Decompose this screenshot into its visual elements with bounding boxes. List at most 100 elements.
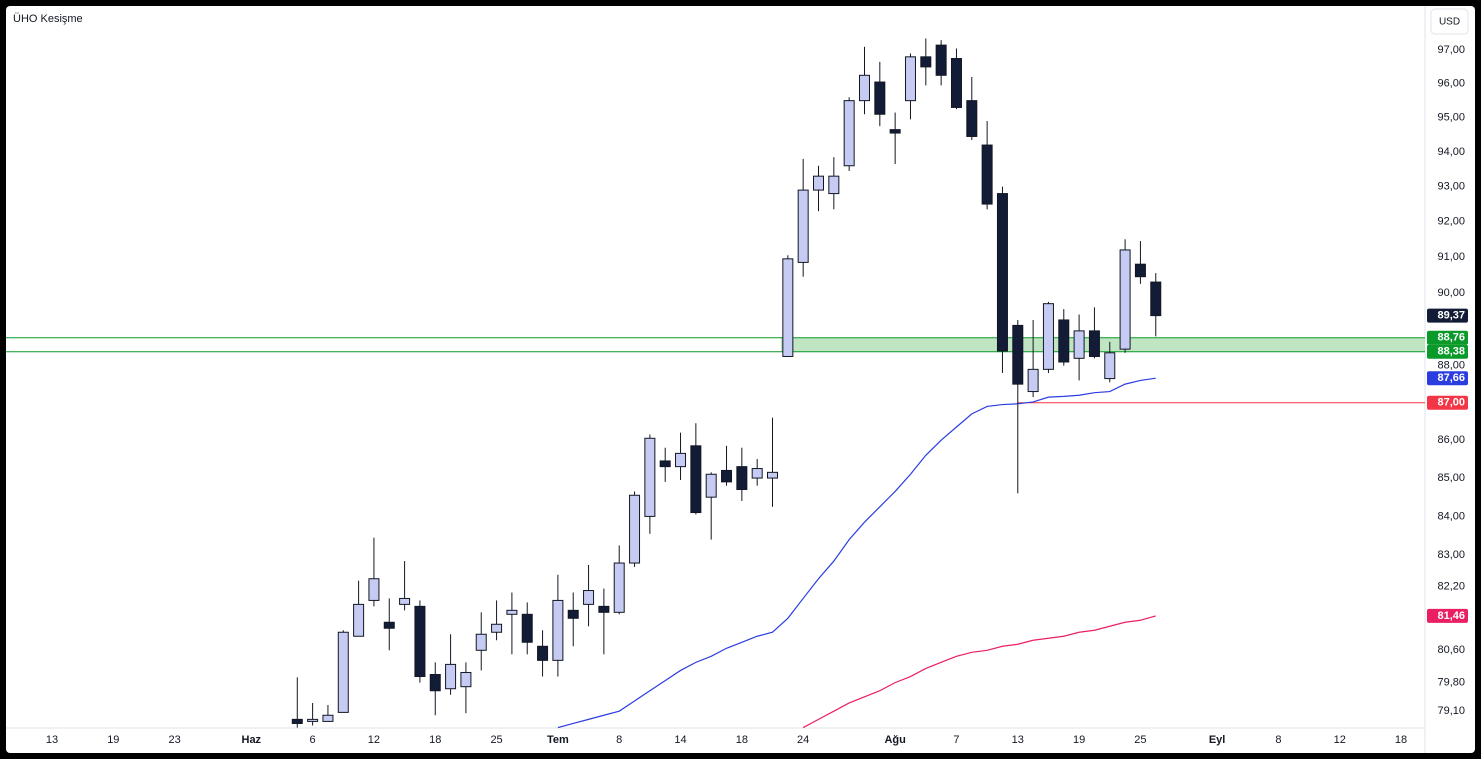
x-tick-label: Tem: [547, 734, 569, 746]
candle-body-up: [904, 56, 916, 102]
candle-body-down: [567, 609, 579, 619]
x-tick-label: Haz: [242, 734, 262, 746]
x-tick-label: 14: [674, 734, 686, 746]
zone-low-tag: [1427, 344, 1468, 359]
zone-high-tag-label: 88,76: [1437, 332, 1465, 344]
candle-body-up: [1073, 330, 1085, 359]
x-tick-label: 6: [310, 734, 316, 746]
x-tick-label: 23: [169, 734, 181, 746]
currency-button[interactable]: [1430, 8, 1469, 35]
y-tick-label: 94,00: [1437, 146, 1465, 158]
candle-body-down: [659, 460, 671, 468]
x-tick-label: 18: [1395, 734, 1407, 746]
candle-body-up: [644, 437, 656, 517]
candle-body-down: [429, 674, 441, 692]
chart-title: ÜHO Kesişme: [13, 13, 83, 25]
candle-body-up: [307, 718, 319, 722]
y-tick-label: 85,00: [1437, 472, 1465, 484]
candle-body-up: [843, 100, 855, 167]
x-tick-label: 25: [1134, 734, 1146, 746]
candle-body-up: [552, 599, 564, 661]
candle-body-up: [858, 74, 870, 102]
candle-body-up: [828, 175, 840, 195]
y-tick-label: 82,20: [1437, 581, 1465, 593]
plot-area: [6, 38, 1425, 728]
candle-body-up: [1042, 303, 1054, 370]
y-tick-label: 86,00: [1437, 434, 1465, 446]
candle-body-down: [291, 718, 303, 724]
x-tick-label: 13: [46, 734, 58, 746]
candle-body-up: [399, 597, 411, 605]
candle-body-up: [583, 590, 595, 605]
level-tag: [1427, 395, 1468, 410]
candle-body-up: [751, 468, 763, 479]
y-tick-label: 95,00: [1437, 112, 1465, 124]
candle-body-up: [506, 609, 518, 615]
y-tick-label: 96,00: [1437, 78, 1465, 90]
level-tag-label: 87,00: [1437, 397, 1465, 409]
y-tick-label: 93,00: [1437, 181, 1465, 193]
candle-body-up: [797, 189, 809, 263]
candle-body-up: [813, 175, 824, 191]
candle-body-up: [475, 633, 487, 651]
y-tick-label: 83,00: [1437, 549, 1465, 561]
moving-average-tag: [1427, 608, 1468, 623]
x-tick-label: 18: [736, 734, 748, 746]
zone-fill: [780, 337, 1425, 352]
candle-body-down: [981, 144, 993, 205]
candle-body-down: [1088, 330, 1100, 357]
candle-body-down: [690, 445, 702, 514]
candle-body-up: [368, 578, 380, 601]
candle-body-down: [889, 129, 901, 134]
candle-body-down: [383, 621, 395, 629]
candle-body-up: [1104, 352, 1116, 380]
y-tick-label: 97,00: [1437, 44, 1465, 56]
candle-body-down: [721, 469, 733, 483]
candle-body-down: [966, 100, 978, 137]
candle-body-up: [1027, 368, 1039, 393]
x-tick-label: 8: [1275, 734, 1281, 746]
x-tick-label: 19: [107, 734, 119, 746]
candle-body-up: [767, 471, 779, 479]
candle-body-down: [1058, 319, 1070, 363]
candle-body-up: [491, 623, 503, 633]
candle-body-up: [613, 562, 625, 613]
x-tick-label: 24: [797, 734, 809, 746]
zone-high-tag: [1427, 330, 1468, 345]
x-tick-label: 7: [953, 734, 959, 746]
chart-background: [6, 6, 1475, 753]
x-tick-label: 13: [1012, 734, 1024, 746]
candle-body-up: [353, 603, 365, 637]
x-tick-label: Ağu: [884, 734, 905, 746]
x-tick-label: 12: [368, 734, 380, 746]
candle-body-up: [460, 671, 472, 688]
candle-body-up: [445, 663, 457, 690]
y-tick-label: 88,00: [1437, 360, 1465, 372]
candle-body-up: [705, 473, 717, 498]
candle-body-down: [1150, 281, 1162, 317]
candle-body-down: [521, 613, 533, 643]
last-price-tag: [1427, 308, 1468, 323]
x-tick-label: 18: [429, 734, 441, 746]
moving-average-line: [802, 615, 1156, 728]
y-tick-label: 79,10: [1437, 705, 1465, 717]
x-tick-label: 19: [1073, 734, 1085, 746]
candle-body-down: [874, 81, 886, 115]
currency-label[interactable]: USD: [1439, 17, 1460, 28]
candle-body-down: [736, 466, 748, 491]
candle-body-down: [414, 605, 426, 678]
y-tick-label: 91,00: [1437, 251, 1465, 263]
candle-body-down: [598, 605, 610, 613]
candle-body-down: [935, 44, 947, 76]
candle-body-up: [1119, 249, 1131, 350]
candle-body-up: [675, 452, 687, 468]
candle-body-down: [996, 193, 1008, 352]
candle-body-down: [950, 58, 962, 108]
zone-low-tag-label: 88,38: [1437, 346, 1465, 358]
y-tick-label: 79,80: [1437, 677, 1465, 689]
x-tick-label: 8: [616, 734, 622, 746]
moving-average-line: [557, 377, 1156, 728]
y-tick-label: 84,00: [1437, 510, 1465, 522]
